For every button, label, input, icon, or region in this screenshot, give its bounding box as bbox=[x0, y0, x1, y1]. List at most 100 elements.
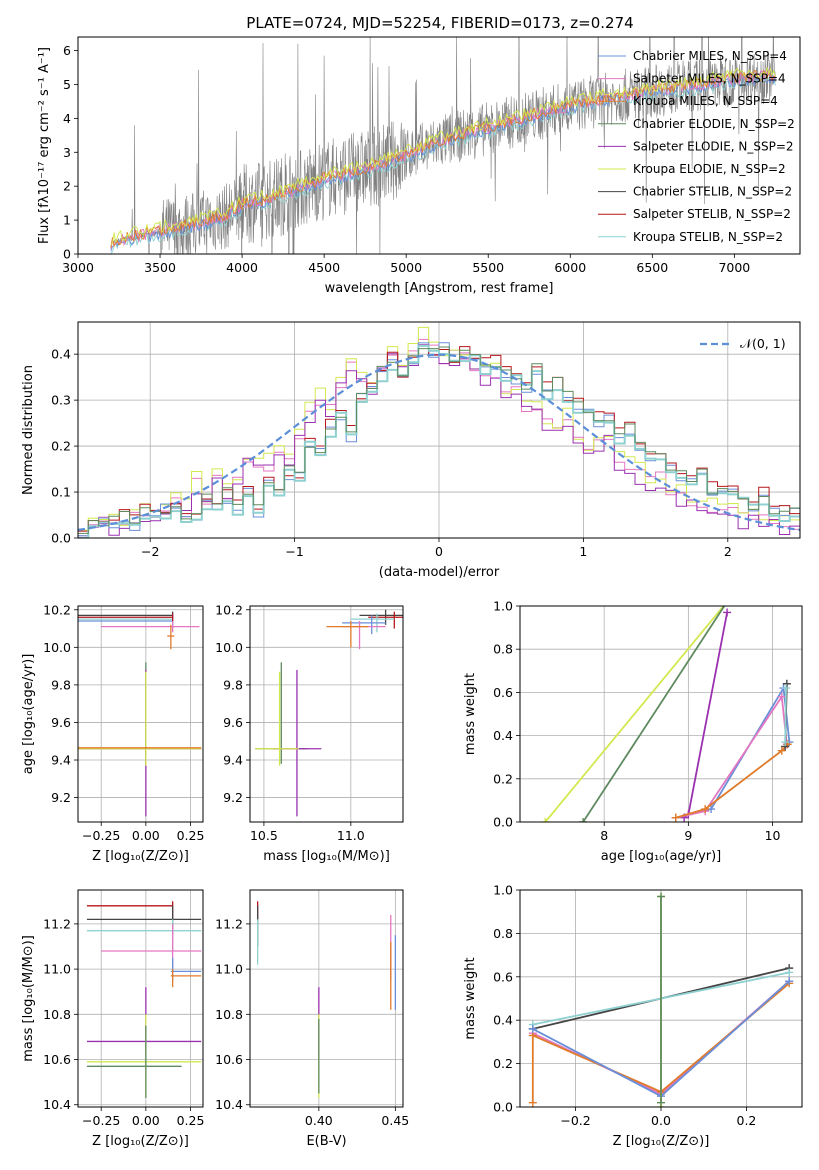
spectrum-legend: Chabrier MILES, N_SSP=4 Salpeter MILES, N… bbox=[598, 49, 795, 244]
age_vs_Z-frame bbox=[77, 605, 204, 823]
mass_vs_ebv-ytick-label: 10.4 bbox=[215, 1097, 243, 1112]
residuals-frame bbox=[77, 321, 801, 539]
mass_weight_vs_age-plot-area bbox=[541, 598, 794, 822]
spectrum-ytick-label: 5 bbox=[63, 77, 71, 92]
mass_vs_ebv-frame bbox=[249, 889, 404, 1108]
mass_vs_Z-ytick-label: 11.2 bbox=[43, 916, 71, 931]
mass_weight_vs_age-marker-salpeter_elodie bbox=[723, 608, 732, 617]
mass_weight_vs_Z-ytick-label: 0.4 bbox=[493, 1013, 513, 1028]
age_vs_Z-ytick-label: 9.4 bbox=[51, 753, 71, 768]
age_vs_Z-axes: −0.25 0.00 0.25 9.2 9.4 9.6 9.8 10.0 10.2 Z [log₁… bbox=[21, 602, 204, 864]
residuals-ylabel: Normed distribution bbox=[21, 365, 36, 495]
legend-label-chabrier_miles: Chabrier MILES, N_SSP=4 bbox=[633, 49, 787, 63]
legend-label-salpeter_stelib: Salpeter STELIB, N_SSP=2 bbox=[633, 207, 791, 221]
mass_weight_vs_Z-ytick-label: 0.0 bbox=[493, 1100, 513, 1115]
residuals-axes: −2 −1 0 1 2 0.0 0.1 0.2 0.3 0.4 (data-model)/error… bbox=[21, 321, 801, 580]
residuals-normal-curve bbox=[78, 353, 800, 531]
mass_weight_vs_age-marker-kroupa_stelib bbox=[781, 738, 790, 747]
age_vs_mass-ytick-label: 10.2 bbox=[215, 602, 243, 617]
mass_weight_vs_age-marker-kroupa_miles bbox=[777, 746, 786, 755]
mass_weight_vs_age-ytick-label: 0.8 bbox=[493, 642, 513, 657]
mass_weight_vs_Z-marker-chabrier_miles bbox=[528, 1024, 537, 1033]
age_vs_Z-xlabel: Z [log₁₀(Z/Z⊙)] bbox=[92, 849, 189, 864]
residuals-xtick-label: −2 bbox=[141, 544, 159, 559]
mass_vs_Z-ytick-label: 11.0 bbox=[43, 962, 71, 977]
residuals-xlabel: (data-model)/error bbox=[379, 565, 500, 580]
residuals-ytick-label: 0.1 bbox=[51, 485, 71, 500]
spectrum-ytick-label: 4 bbox=[63, 111, 71, 126]
mass_vs_Z-xtick-label: 0.00 bbox=[132, 1113, 160, 1128]
mass_weight_vs_age-axes: 8 9 10 0.0 0.2 0.4 0.6 0.8 1.0 age [log₁₀(age/yr)… bbox=[463, 598, 803, 864]
legend-label-kroupa_stelib: Kroupa STELIB, N_SSP=2 bbox=[633, 230, 783, 244]
mass_weight_vs_Z-axes: −0.2 0.0 0.2 0.0 0.2 0.4 0.6 0.8 1.0 Z [log₁₀(Z/Z… bbox=[463, 883, 803, 1149]
spectrum-xtick-label: 6500 bbox=[636, 260, 668, 275]
spectrum-ytick-label: 3 bbox=[63, 145, 71, 160]
residuals-ytick-label: 0.4 bbox=[51, 347, 71, 362]
spectrum-data-line bbox=[110, 37, 776, 254]
spectrum-ytick-label: 1 bbox=[63, 213, 71, 228]
mass_vs_ebv-axes: 0.40 0.45 10.4 10.6 10.8 11.0 11.2 E(B-V) bbox=[215, 889, 409, 1149]
spectrum-ylabel: Flux [fλ10⁻¹⁷ erg cm⁻² s⁻¹ A⁻¹] bbox=[37, 47, 52, 244]
mass_weight_vs_age-line-chabrier_elodie bbox=[582, 606, 726, 822]
age_vs_mass-ytick-label: 9.8 bbox=[223, 677, 243, 692]
mass_weight_vs_age-xlabel: age [log₁₀(age/yr)] bbox=[601, 849, 722, 864]
age_vs_Z-ytick-label: 10.2 bbox=[43, 602, 71, 617]
mass_weight_vs_age-marker-kroupa_elodie bbox=[723, 598, 731, 606]
residuals-legend: 𝒩(0, 1) bbox=[700, 336, 786, 351]
mass_weight_vs_Z-marker-chabrier_elodie bbox=[657, 1098, 665, 1107]
mass_vs_ebv-xlabel: E(B-V) bbox=[306, 1134, 346, 1149]
legend-label-chabrier_elodie: Chabrier ELODIE, N_SSP=2 bbox=[633, 117, 795, 131]
mass_weight_vs_age-marker-salpeter_miles bbox=[777, 692, 786, 701]
residuals-hist-kroupa_stelib bbox=[78, 344, 800, 538]
mass_weight_vs_age-line-salpeter_miles bbox=[675, 694, 788, 819]
age_vs_mass-axes: 10.5 11.0 9.2 9.4 9.6 9.8 10.0 10.2 mass [log₁₀(… bbox=[215, 602, 404, 864]
mass_vs_ebv-ytick-label: 10.8 bbox=[215, 1007, 243, 1022]
mass_weight_vs_Z-ylabel: mass weight bbox=[463, 957, 478, 1039]
spectrum-frame bbox=[77, 36, 801, 255]
age_vs_Z-xtick-label: 0.25 bbox=[177, 828, 205, 843]
age_vs_mass-ytick-label: 9.6 bbox=[223, 715, 243, 730]
legend-label-chabrier_stelib: Chabrier STELIB, N_SSP=2 bbox=[633, 185, 792, 199]
mass_weight_vs_age-ytick-label: 0.4 bbox=[493, 728, 513, 743]
residuals-xtick-label: −1 bbox=[285, 544, 303, 559]
legend-label-kroupa_miles: Kroupa MILES, N_SSP=4 bbox=[633, 94, 778, 108]
mass_weight_vs_age-xtick-label: 10 bbox=[765, 828, 781, 843]
mass_weight_vs_age-xtick-label: 8 bbox=[600, 828, 608, 843]
age_vs_Z-plot-area bbox=[78, 611, 202, 817]
mass_weight_vs_Z-xlabel: Z [log₁₀(Z/Z⊙)] bbox=[613, 1134, 710, 1149]
mass_vs_ebv-plot-area bbox=[256, 901, 397, 1098]
mass_vs_ebv-ytick-label: 10.6 bbox=[215, 1052, 243, 1067]
mass_weight_vs_age-ytick-label: 0.6 bbox=[493, 685, 513, 700]
mass_weight_vs_age-marker-chabrier_stelib bbox=[782, 679, 791, 688]
mass_vs_Z-ytick-label: 10.6 bbox=[43, 1052, 71, 1067]
spectrum-xtick-label: 6000 bbox=[554, 260, 586, 275]
mass_weight_vs_age-marker-chabrier_elodie bbox=[723, 598, 731, 606]
mass_vs_Z-plot-area bbox=[86, 901, 202, 1098]
mass_vs_Z-frame bbox=[77, 889, 204, 1108]
mass_weight_vs_age-marker-kroupa_elodie bbox=[541, 818, 550, 822]
age_vs_mass-ytick-label: 9.4 bbox=[223, 753, 243, 768]
legend-label-salpeter_elodie: Salpeter ELODIE, N_SSP=2 bbox=[633, 139, 794, 153]
mass_weight_vs_age-xtick-label: 9 bbox=[684, 828, 692, 843]
mass_vs_Z-ytick-label: 10.4 bbox=[43, 1097, 71, 1112]
mass_vs_ebv-xtick-label: 0.45 bbox=[381, 1113, 409, 1128]
mass_weight_vs_age-ytick-label: 1.0 bbox=[493, 599, 513, 614]
legend-label-normal: 𝒩(0, 1) bbox=[740, 336, 786, 351]
age_vs_Z-xtick-label: 0.00 bbox=[132, 828, 160, 843]
mass_vs_ebv-ytick-label: 11.2 bbox=[215, 916, 243, 931]
age_vs_Z-ytick-label: 10.0 bbox=[43, 640, 71, 655]
spectrum-xtick-label: 5000 bbox=[390, 260, 422, 275]
residuals-plot-area bbox=[78, 326, 800, 538]
age_vs_mass-plot-area bbox=[255, 609, 403, 817]
mass_weight_vs_age-line-kroupa_stelib bbox=[784, 688, 787, 743]
mass_weight_vs_Z-marker-kroupa_stelib bbox=[785, 968, 794, 977]
spectrum-xtick-label: 4000 bbox=[226, 260, 258, 275]
age_vs_Z-ytick-label: 9.6 bbox=[51, 715, 71, 730]
spectrum-xtick-label: 4500 bbox=[308, 260, 340, 275]
mass_weight_vs_age-line-kroupa_miles bbox=[675, 743, 789, 819]
spectrum-xtick-label: 5500 bbox=[472, 260, 504, 275]
mass_weight_vs_Z-marker-kroupa_miles bbox=[528, 1098, 537, 1107]
age_vs_mass-xlabel: mass [log₁₀(M/M⊙)] bbox=[263, 849, 390, 864]
residuals-xtick-label: 1 bbox=[579, 544, 587, 559]
mass_weight_vs_Z-xtick-label: 0.0 bbox=[651, 1113, 671, 1128]
